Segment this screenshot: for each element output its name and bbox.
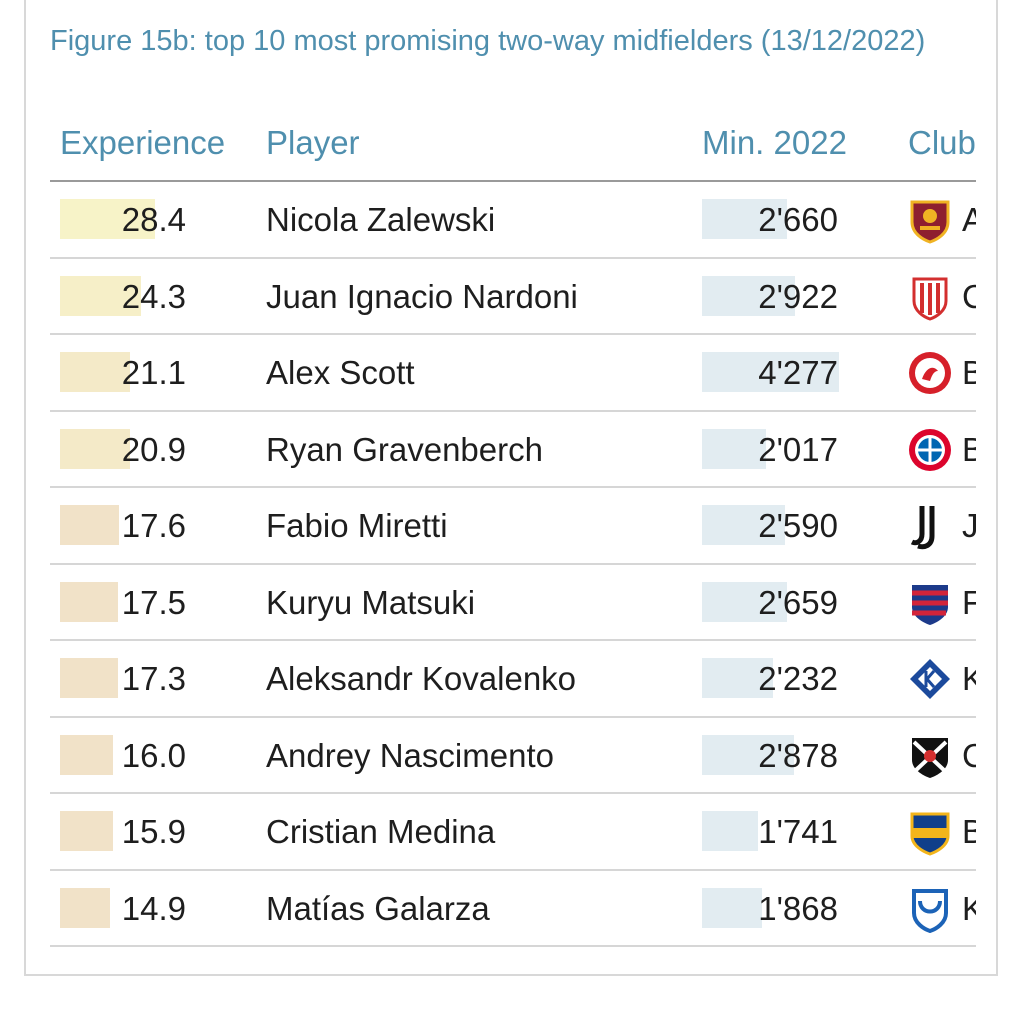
experience-value: 17.3 <box>121 660 186 697</box>
experience-bar <box>60 658 118 698</box>
minutes-value: 2'590 <box>758 507 838 544</box>
table-row: 14.9 Matías Galarza 1'868 K <box>50 871 976 947</box>
minutes-value: 4'277 <box>758 354 838 391</box>
experience-value: 21.1 <box>121 354 186 391</box>
table-row: 17.5 Kuryu Matsuki 2'659 F <box>50 565 976 641</box>
roma-crest-icon <box>906 196 954 244</box>
minutes-value: 2'922 <box>758 277 838 315</box>
experience-value: 24.3 <box>121 277 186 315</box>
experience-bar <box>60 352 131 392</box>
experience-bar <box>60 505 119 545</box>
club-name: B <box>962 412 976 488</box>
experience-value: 17.5 <box>121 583 186 621</box>
minutes-value: 2'878 <box>758 736 838 774</box>
minutes-value: 2'232 <box>758 660 838 697</box>
club-name: C <box>962 259 976 335</box>
table-row: 21.1 Alex Scott 4'277 B <box>50 335 976 412</box>
minutes-value: 2'660 <box>758 201 838 238</box>
minutes-value: 1'741 <box>758 813 838 850</box>
experience-value: 28.4 <box>121 201 186 238</box>
header-experience: Experience <box>60 124 226 161</box>
player-name: Alex Scott <box>266 354 415 391</box>
club-name: K <box>962 641 976 717</box>
minutes-bar <box>702 505 785 545</box>
club-name: K <box>962 871 976 947</box>
player-name: Andrey Nascimento <box>266 736 554 774</box>
minutes-value: 2'659 <box>758 583 838 621</box>
boca-juniors-crest-icon <box>906 808 954 856</box>
player-name: Aleksandr Kovalenko <box>266 660 577 697</box>
table-row: 17.6 Fabio Miretti 2'590 J <box>50 488 976 565</box>
experience-bar <box>60 275 141 316</box>
table-row: 17.3 Aleksandr Kovalenko 2'232 K <box>50 641 976 718</box>
club-name: C <box>962 718 976 794</box>
experience-value: 16.0 <box>121 736 186 774</box>
minutes-bar <box>702 658 774 698</box>
experience-bar <box>60 428 130 469</box>
club-name: F <box>962 565 976 641</box>
club-name: B <box>962 794 976 870</box>
header-divider <box>50 180 976 182</box>
table-body: 28.4 Nicola Zalewski 2'660 A 24.3 Juan Ignaci… <box>50 182 976 947</box>
minutes-bar <box>702 811 758 851</box>
header-player: Player <box>266 124 360 161</box>
header-minutes: Min. 2022 <box>702 124 847 161</box>
table-row: 16.0 Andrey Nascimento 2'878 C <box>50 718 976 794</box>
experience-value: 20.9 <box>121 430 186 468</box>
player-name: Kuryu Matsuki <box>266 583 476 621</box>
experience-bar <box>60 199 155 239</box>
experience-bar <box>60 734 114 775</box>
minutes-value: 1'868 <box>758 889 838 927</box>
experience-value: 15.9 <box>121 813 186 850</box>
header-club: Club <box>908 124 976 161</box>
player-name: Fabio Miretti <box>266 507 448 544</box>
minutes-bar <box>702 734 794 775</box>
bayern-crest-icon <box>906 426 954 474</box>
player-name: Cristian Medina <box>266 813 496 850</box>
experience-bar <box>60 811 113 851</box>
bristol-city-crest-icon <box>906 349 954 397</box>
minutes-bar <box>702 199 787 239</box>
vasco-crest-icon <box>906 732 954 780</box>
table-row: 20.9 Ryan Gravenberch 2'017 B <box>50 412 976 488</box>
minutes-bar <box>702 275 796 316</box>
minutes-bar <box>702 581 787 622</box>
experience-value: 17.6 <box>121 507 186 544</box>
fc-tokyo-crest-icon <box>906 579 954 627</box>
ranking-table: Experience Player Min. 2022 Club 28.4 Nic… <box>50 118 976 958</box>
club-name: J <box>962 488 976 564</box>
player-name: Nicola Zalewski <box>266 201 496 238</box>
figure-frame: Figure 15b: top 10 most promising two-wa… <box>24 0 998 976</box>
table-row: 24.3 Juan Ignacio Nardoni 2'922 C <box>50 259 976 335</box>
player-name: Ryan Gravenberch <box>266 430 543 468</box>
table-row: 28.4 Nicola Zalewski 2'660 A <box>50 182 976 259</box>
club-name: A <box>962 182 976 258</box>
genk-crest-icon <box>906 885 954 933</box>
club-name: B <box>962 335 976 411</box>
minutes-bar <box>702 352 839 392</box>
experience-value: 14.9 <box>121 889 186 927</box>
union-santa-fe-crest-icon <box>906 273 954 321</box>
figure-title: Figure 15b: top 10 most promising two-wa… <box>50 25 926 57</box>
player-name: Matías Galarza <box>266 889 490 927</box>
experience-bar <box>60 581 119 622</box>
experience-bar <box>60 887 110 928</box>
player-name: Juan Ignacio Nardoni <box>266 277 578 315</box>
minutes-bar <box>702 428 767 469</box>
minutes-bar <box>702 887 762 928</box>
table-row: 15.9 Cristian Medina 1'741 B <box>50 794 976 871</box>
krylia-sovetov-crest-icon <box>906 655 954 703</box>
minutes-value: 2'017 <box>758 430 838 468</box>
juventus-crest-icon <box>906 502 954 550</box>
